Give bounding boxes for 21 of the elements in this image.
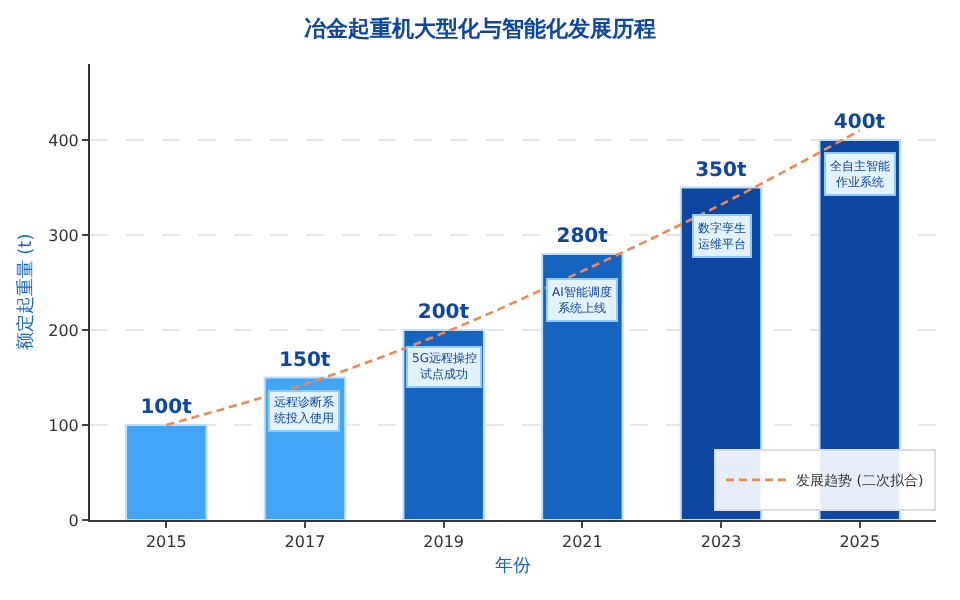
data-label: 280t	[556, 226, 609, 248]
x-tick-label: 2021	[561, 533, 603, 552]
x-tick-label: 2023	[700, 533, 742, 552]
x-tick-label: 2025	[839, 533, 881, 552]
x-tick-label: 2015	[145, 533, 187, 552]
y-tick-label: 100	[48, 416, 79, 435]
y-axis-title: 额定起重量 (t)	[14, 233, 37, 351]
y-tick-label: 400	[48, 131, 79, 150]
data-label: 400t	[833, 112, 886, 134]
data-label: 100t	[140, 397, 193, 419]
chart-title: 冶金起重机大型化与智能化发展历程	[304, 16, 656, 43]
x-tick-label: 2017	[284, 533, 326, 552]
y-tick-label: 0	[68, 511, 79, 530]
y-tick-label: 300	[48, 226, 79, 245]
data-label: 350t	[695, 159, 747, 182]
data-label: 150t	[279, 349, 331, 372]
y-tick-label: 200	[48, 321, 79, 340]
bar	[125, 424, 208, 520]
data-label: 200t	[417, 302, 470, 324]
x-tick-label: 2019	[423, 533, 465, 552]
x-axis-title: 年份	[495, 554, 531, 577]
